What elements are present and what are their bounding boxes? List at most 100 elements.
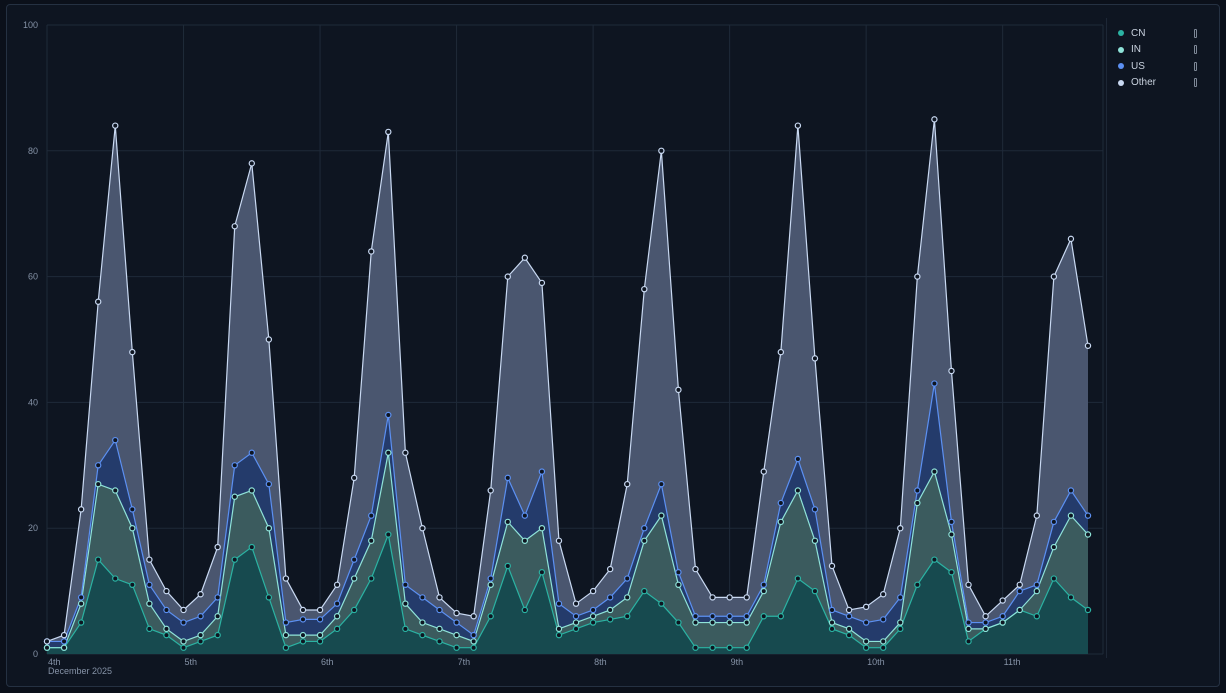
point-other[interactable] [692,565,699,573]
point-in[interactable] [419,619,426,626]
point-in[interactable] [214,613,221,620]
point-cn[interactable] [146,625,153,633]
point-in[interactable] [385,449,392,456]
point-cn[interactable] [948,569,955,576]
point-in[interactable] [572,619,580,626]
point-in[interactable] [538,525,546,532]
point-other[interactable] [572,600,580,607]
point-us[interactable] [811,506,819,513]
point-in[interactable] [658,512,665,519]
point-us[interactable] [60,638,68,645]
point-cn[interactable] [624,613,631,620]
point-us[interactable] [316,616,324,623]
point-other[interactable] [760,468,767,475]
point-in[interactable] [828,619,836,626]
point-in[interactable] [743,619,750,626]
point-in[interactable] [1050,543,1058,551]
point-other[interactable] [624,480,631,488]
point-us[interactable] [350,556,358,563]
point-cn[interactable] [316,638,324,645]
point-cn[interactable] [897,625,904,633]
point-us[interactable] [129,506,136,513]
point-in[interactable] [163,625,170,633]
point-cn[interactable] [606,616,614,623]
point-in[interactable] [316,631,324,639]
point-other[interactable] [265,336,273,343]
point-us[interactable] [94,462,102,469]
legend-item-in[interactable]: IN [1118,42,1213,59]
point-in[interactable] [726,619,733,626]
point-other[interactable] [914,273,921,280]
point-us[interactable] [112,436,119,444]
point-in[interactable] [1084,531,1092,538]
point-other[interactable] [350,474,358,482]
point-in[interactable] [692,619,699,626]
point-us[interactable] [385,411,392,419]
point-in[interactable] [555,625,563,633]
more-options-icon[interactable] [1194,45,1197,55]
point-cn[interactable] [589,619,597,626]
point-us[interactable] [555,600,563,607]
point-us[interactable] [453,619,460,626]
point-cn[interactable] [1067,594,1075,601]
legend-item-us[interactable]: US [1118,58,1213,75]
point-cn[interactable] [862,644,870,651]
point-us[interactable] [521,512,529,519]
point-us[interactable] [965,619,972,626]
point-other[interactable] [845,606,853,614]
point-in[interactable] [862,638,870,645]
point-other[interactable] [419,525,426,532]
point-us[interactable] [726,613,733,620]
point-cn[interactable] [811,587,819,595]
point-cn[interactable] [487,613,494,620]
point-in[interactable] [248,487,255,494]
point-in[interactable] [777,518,785,526]
point-cn[interactable] [675,619,682,626]
point-other[interactable] [1050,273,1058,280]
point-us[interactable] [692,613,699,620]
point-other[interactable] [538,279,546,287]
point-in[interactable] [197,631,204,639]
point-cn[interactable] [436,638,443,645]
point-us[interactable] [368,512,375,519]
point-in[interactable] [675,581,682,589]
point-in[interactable] [436,625,443,633]
point-us[interactable] [845,613,853,620]
point-cn[interactable] [112,575,119,582]
point-other[interactable] [709,594,716,601]
point-us[interactable] [1050,518,1058,526]
point-other[interactable] [675,386,682,394]
point-cn[interactable] [794,575,802,582]
point-in[interactable] [368,537,375,544]
point-us[interactable] [999,613,1006,620]
point-other[interactable] [94,298,102,305]
point-us[interactable] [333,600,341,607]
point-cn[interactable] [743,644,750,651]
point-in[interactable] [94,480,102,488]
point-other[interactable] [214,543,221,551]
point-cn[interactable] [77,619,85,626]
point-cn[interactable] [880,644,887,651]
point-other[interactable] [470,613,477,620]
point-cn[interactable] [419,631,426,639]
point-us[interactable] [163,606,170,614]
point-cn[interactable] [777,613,785,620]
point-in[interactable] [760,587,767,595]
point-cn[interactable] [709,644,716,651]
point-us[interactable] [862,619,870,626]
point-us[interactable] [897,594,904,601]
point-other[interactable] [436,594,443,601]
point-other[interactable] [982,613,989,620]
point-cn[interactable] [572,625,580,633]
point-in[interactable] [180,638,187,645]
point-us[interactable] [77,594,85,601]
point-us[interactable] [948,518,955,526]
point-cn[interactable] [845,631,853,639]
point-in[interactable] [1033,587,1041,595]
point-in[interactable] [504,518,511,526]
point-other[interactable] [385,128,392,136]
point-in[interactable] [265,525,273,532]
point-other[interactable] [453,609,460,617]
point-other[interactable] [248,160,255,167]
point-other[interactable] [641,285,648,293]
